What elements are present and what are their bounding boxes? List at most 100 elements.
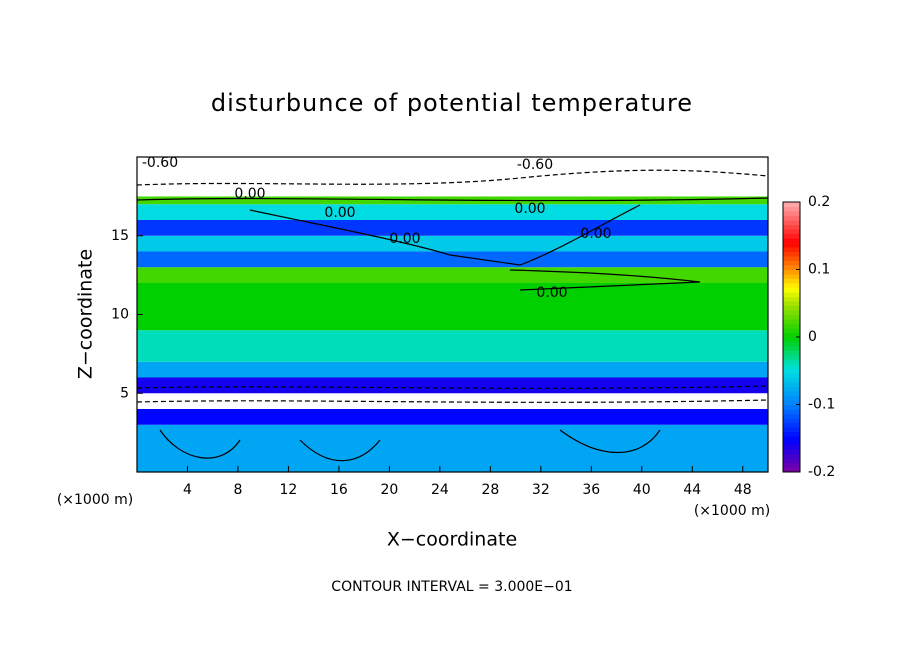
colorbar-segment (783, 296, 800, 302)
field-band (137, 377, 768, 394)
field-band (137, 361, 768, 378)
field-band (137, 409, 768, 425)
colorbar-segment (783, 206, 800, 212)
colorbar-tick-label: -0.1 (808, 397, 835, 413)
colorbar-segment (783, 211, 800, 216)
contour-line (136, 169, 769, 186)
x-tick-label: 36 (582, 482, 600, 498)
colorbar-tick-label: 0 (808, 329, 817, 345)
x-tick-label: 32 (532, 482, 550, 498)
colorbar-segment (783, 233, 800, 239)
field-band (137, 220, 768, 236)
colorbar-segment (783, 422, 800, 428)
colorbar-segment (783, 467, 800, 473)
x-tick-label: 28 (481, 482, 499, 498)
colorbar-segment (783, 332, 800, 338)
y-unit: (×1000 m) (694, 503, 770, 519)
colorbar-segment (783, 319, 800, 324)
contour-label: 0.00 (389, 231, 420, 247)
colorbar-segment (783, 310, 800, 315)
contour-line (249, 204, 641, 266)
y-tick-label: 5 (120, 385, 129, 401)
contour-label: 0.00 (514, 201, 545, 217)
colorbar-segment (783, 427, 800, 432)
x-axis-title: X−coordinate (387, 529, 517, 551)
field-band (137, 235, 768, 252)
y-tick-label: 15 (111, 228, 129, 244)
colorbar-segment (783, 445, 800, 450)
x-unit: (×1000 m) (57, 492, 133, 508)
x-tick-label: 48 (734, 482, 752, 498)
contour-line (136, 197, 769, 202)
colorbar-segment (783, 328, 800, 333)
colorbar-segment (783, 409, 800, 414)
field-band (137, 267, 768, 283)
colorbar-segment (783, 382, 800, 387)
colorbar-segment (783, 395, 800, 401)
x-tick-label: 20 (380, 482, 398, 498)
contour-label: 0.00 (536, 285, 567, 301)
colorbar-segment (783, 260, 800, 266)
colorbar-tick-label: 0.2 (808, 194, 830, 210)
colorbar-segment (783, 283, 800, 288)
colorbar-segment (783, 229, 800, 234)
colorbar-segment (783, 364, 800, 369)
colorbar-segment (783, 449, 800, 455)
colorbar-segment (783, 242, 800, 248)
colorbar-segment (783, 269, 800, 275)
field-band (137, 330, 768, 362)
colorbar-segment (783, 265, 800, 270)
y-tick-label: 10 (111, 307, 129, 323)
field-band (137, 393, 768, 409)
colorbar-tick-label: 0.1 (808, 262, 830, 278)
colorbar-segment (783, 220, 800, 225)
x-tick-label: 12 (280, 482, 298, 498)
colorbar-segment (783, 341, 800, 347)
colorbar-segment (783, 355, 800, 360)
colorbar-segment (783, 463, 800, 468)
colorbar-segment (783, 404, 800, 410)
x-tick-label: 44 (683, 482, 701, 498)
colorbar-segment (783, 251, 800, 257)
colorbar-segment (783, 292, 800, 297)
colorbar-segment (783, 391, 800, 396)
chart-title: disturbunce of potential temperature (211, 89, 693, 117)
colorbar-segment (783, 440, 800, 446)
x-tick-label: 24 (431, 482, 449, 498)
colorbar-segment (783, 413, 800, 419)
field-band (137, 157, 768, 197)
plot-area (137, 157, 768, 472)
contour-label: -0.60 (517, 157, 553, 173)
colorbar-segment (783, 323, 800, 329)
contour-label: 0.00 (580, 226, 611, 242)
contour-line (136, 385, 769, 389)
colorbar-segment (783, 215, 800, 221)
colorbar-segment (783, 350, 800, 356)
contour-lines (136, 169, 769, 462)
colorbar-segment (783, 301, 800, 306)
colorbar-segment (783, 373, 800, 378)
colorbar-segment (783, 202, 800, 207)
colorbar-segment (783, 247, 800, 252)
colorbar-segment (783, 454, 800, 459)
contour-line (509, 269, 701, 291)
contour-line (159, 429, 661, 462)
colorbar-segment (783, 359, 800, 365)
contour-label: 0.00 (234, 186, 265, 202)
colorbar-segment (783, 238, 800, 243)
colorbar-segment (783, 274, 800, 279)
x-tick-label: 8 (233, 482, 242, 498)
field-band (137, 251, 768, 268)
colorbar-segment (783, 337, 800, 342)
x-tick-label: 16 (330, 482, 348, 498)
colorbar-segment (783, 346, 800, 351)
colorbar-segment (783, 314, 800, 320)
x-tick-label: 40 (633, 482, 651, 498)
colorbar-segment (783, 431, 800, 437)
field-band (137, 283, 768, 331)
contour-label: 0.00 (324, 205, 355, 221)
field-band (137, 204, 768, 220)
colorbar-segment (783, 278, 800, 284)
contour-line (136, 399, 769, 403)
